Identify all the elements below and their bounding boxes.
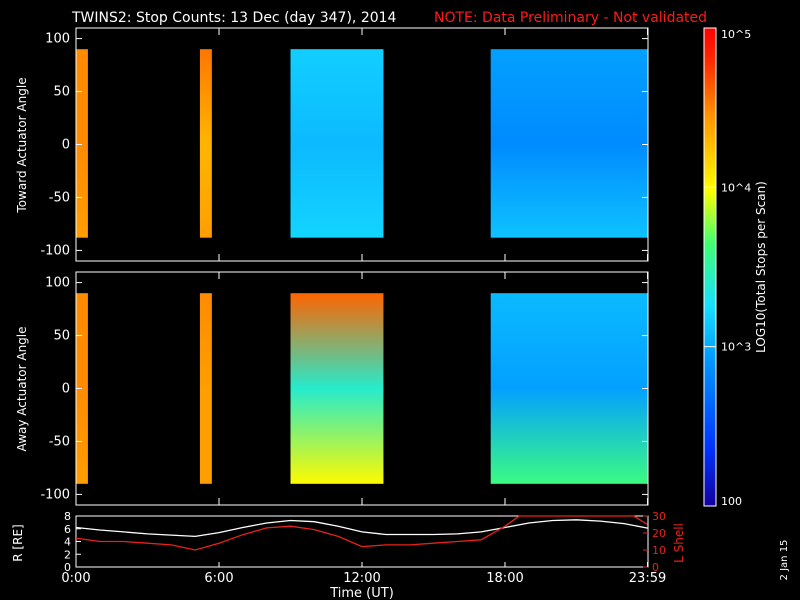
y-tick-label: 0 [62,138,70,153]
orbit-right-y-ticks: 0 10 20 30 [643,510,666,574]
time-tick-label: 6:00 [204,571,233,586]
y-tick-label: 50 [53,329,70,344]
radius-tick-label: 4 [64,536,71,549]
heatmap-block [490,293,648,484]
lshell-axis-label: L Shell [672,523,686,563]
lshell-tick-label: 10 [652,544,666,557]
colorbar-label: LOG10(Total Stops per Scan) [754,181,768,353]
colorbar-tick-label: 10^4 [721,181,751,194]
figure-title: TWINS2: Stop Counts: 13 Dec (day 347), 2… [71,10,397,26]
heatmap-block [76,49,88,238]
y-tick-label: 50 [53,85,70,100]
panel-away-actuator-angle: -100 -50 0 50 100 Away Actuator Angle [15,271,649,506]
radius-axis-label: R [RE] [11,524,25,561]
radius-tick-label: 0 [64,561,71,574]
toward-y-ticks: -100 -50 0 50 100 [40,32,648,258]
colorbar-tick-label: 10^5 [721,28,751,41]
colorbar-gradient [703,27,717,507]
time-tick-label: 0:00 [61,571,90,586]
lshell-line [75,515,648,551]
time-tick-label: 23:59 [629,571,666,586]
y-tick-label: -50 [49,190,70,205]
radius-tick-label: 8 [64,510,71,523]
y-tick-label: -100 [40,243,70,258]
away-y-axis-label: Away Actuator Angle [15,326,29,451]
toward-y-axis-label: Toward Actuator Angle [15,77,29,213]
heatmap-block [199,293,212,484]
orbit-x-ticks [75,562,649,567]
colorbar-tick-label: 10^3 [721,341,751,354]
heatmap-block [199,49,212,238]
heatmap-block [290,293,384,484]
lshell-tick-label: 20 [652,527,666,540]
colorbar: 10^5 10^4 10^3 100 LOG10(Total Stops per Sc… [703,27,768,508]
time-tick-labels: 0:00 6:00 12:00 18:00 23:59 [61,571,666,586]
radius-tick-label: 6 [64,523,71,536]
colorbar-ticks: 10^5 10^4 10^3 100 [704,27,751,508]
heatmap-block [490,49,648,238]
time-axis-label: Time (UT) [329,586,394,600]
lshell-tick-label: 30 [652,510,666,523]
generation-date-stamp: 2 Jan 15 [779,540,790,581]
y-tick-label: 100 [45,276,70,291]
lshell-tick-label: 0 [652,561,659,574]
radius-line [75,519,648,538]
colorbar-tick-label: 100 [721,495,742,508]
toward-x-ticks [75,28,649,261]
orbit-lines [75,515,648,551]
y-tick-label: 0 [62,382,70,397]
panel-toward-actuator-angle: -100 -50 0 50 100 Toward Actuator Angle [15,27,649,262]
radius-tick-label: 2 [64,548,71,561]
away-x-ticks [75,272,649,505]
preliminary-note: NOTE: Data Preliminary - Not validated [434,10,707,26]
y-tick-label: 100 [45,32,70,47]
away-y-ticks: -100 -50 0 50 100 [40,276,648,502]
toward-heatmap-blocks [76,49,648,238]
y-tick-label: -100 [40,487,70,502]
y-tick-label: -50 [49,434,70,449]
heatmap-block [290,49,384,238]
time-tick-label: 12:00 [343,571,380,586]
away-heatmap-blocks [76,293,648,484]
orbit-panel-frame [75,515,649,568]
time-tick-label: 18:00 [486,571,523,586]
